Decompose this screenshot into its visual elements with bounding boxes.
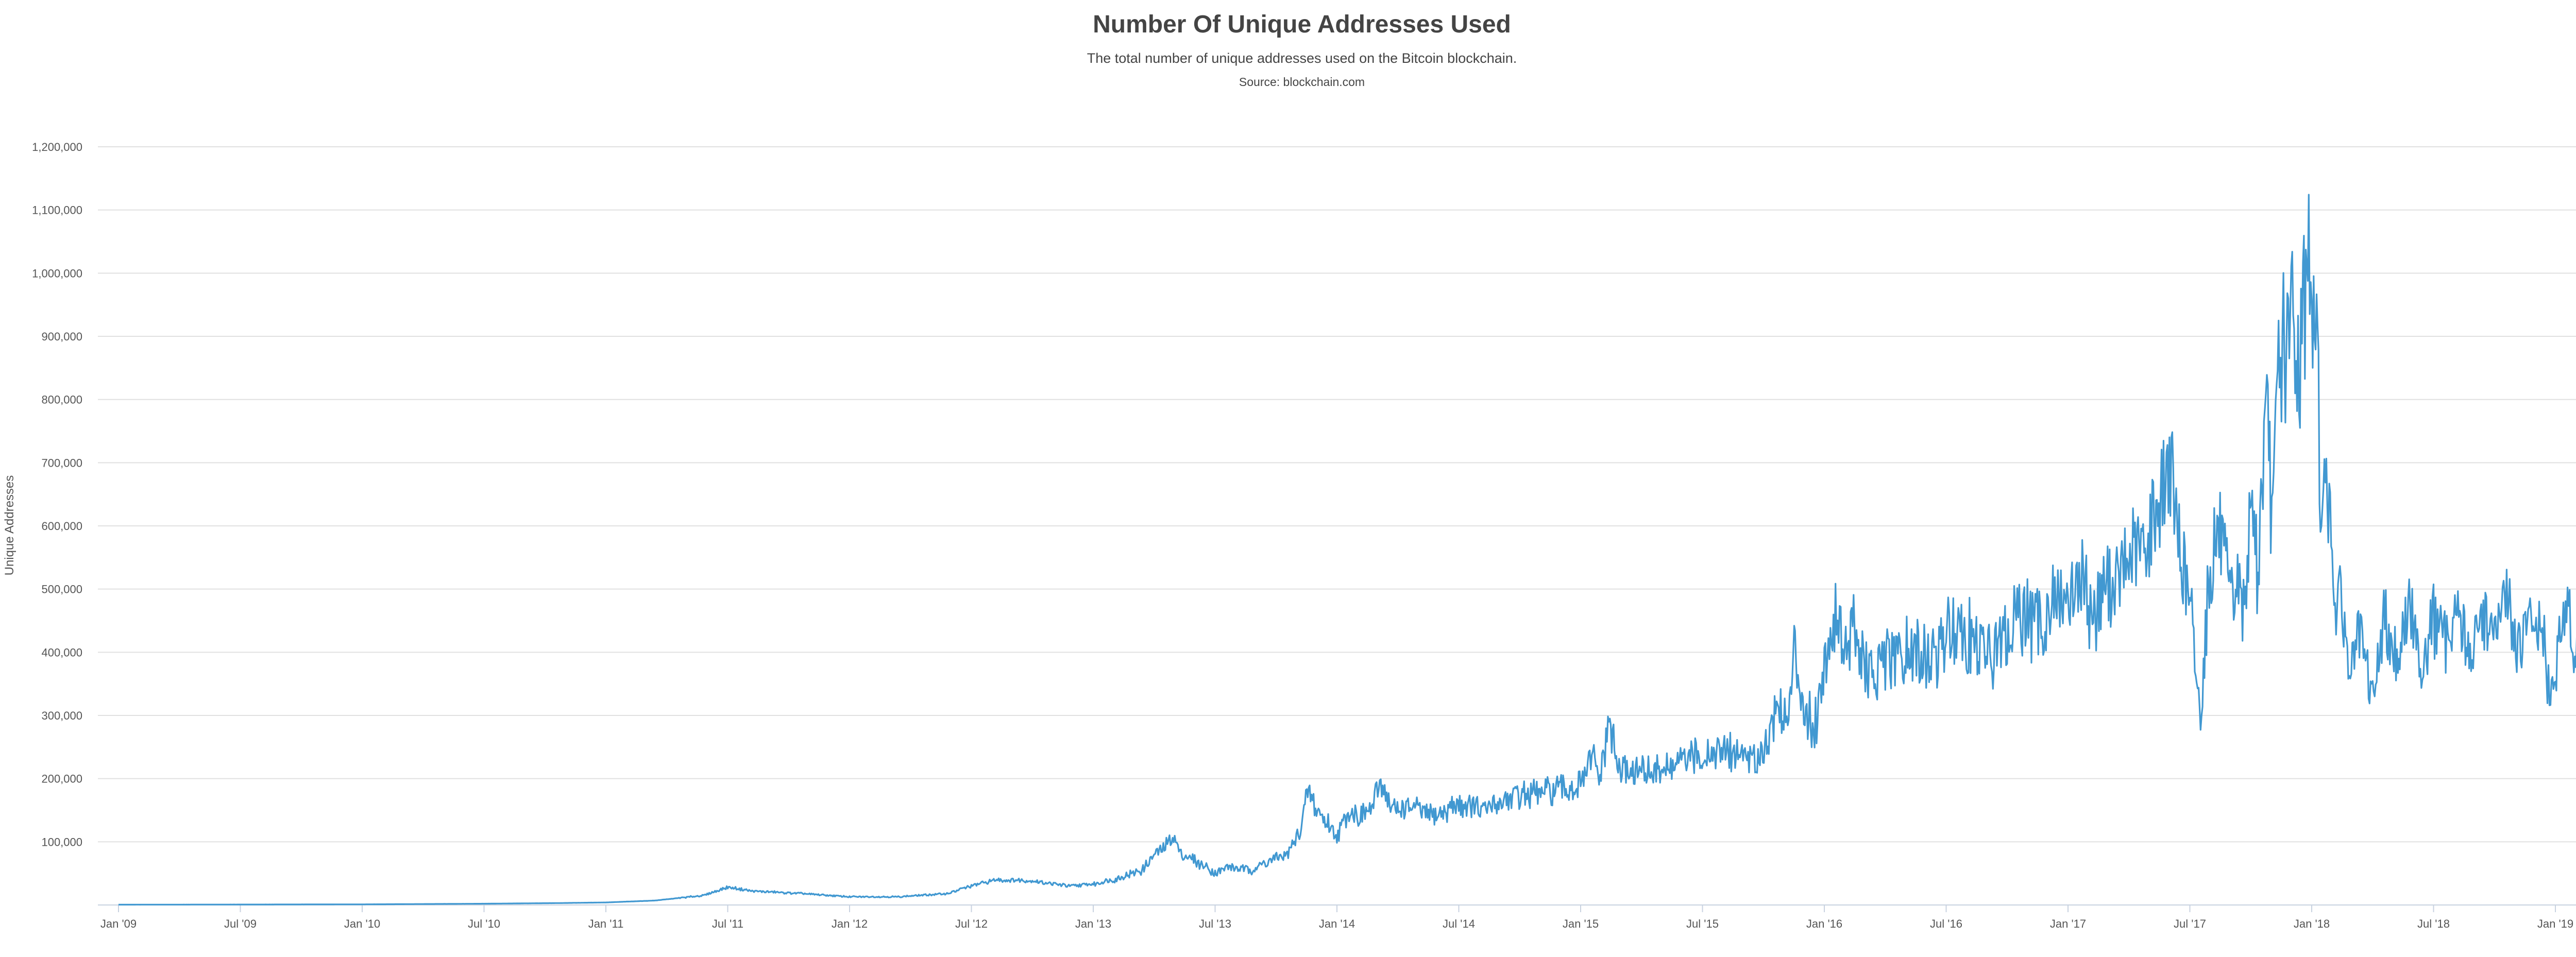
- x-axis: Jan '09 Jul '09 Jan '10 Jul '10 Jan '11 Jul '…: [98, 904, 2576, 930]
- y-tick-label: 900,000: [41, 330, 82, 343]
- x-tick-label: Jan '10: [344, 917, 380, 930]
- chart-subtitle: The total number of unique addresses use…: [1087, 50, 1517, 66]
- x-tick-label: Jul '10: [468, 917, 500, 930]
- x-tick-label: Jul '09: [224, 917, 257, 930]
- x-tick-label: Jul '13: [1199, 917, 1231, 930]
- x-tick-label: Jan '16: [1806, 917, 1842, 930]
- x-tick-label: Jan '12: [832, 917, 868, 930]
- x-tick-label: Jul '11: [712, 917, 743, 930]
- series-layer: [118, 194, 2576, 905]
- y-tick-label: 1,100,000: [32, 204, 82, 217]
- x-tick-label: Jan '14: [1319, 917, 1355, 930]
- x-tick-label: Jul '17: [2174, 917, 2206, 930]
- x-tick-label: Jan '17: [2050, 917, 2086, 930]
- y-axis-label: Unique Addresses: [3, 475, 16, 576]
- y-tick-label: 200,000: [41, 773, 82, 785]
- x-tick-label: Jul '15: [1686, 917, 1719, 930]
- x-tick-label: Jul '18: [2417, 917, 2450, 930]
- series-line-unique-addresses: [118, 194, 2576, 905]
- y-tick-label: 600,000: [41, 520, 82, 533]
- x-tick-label: Jan '19: [2537, 917, 2573, 930]
- chart-title: Number Of Unique Addresses Used: [1093, 11, 1511, 38]
- y-tick-label: 400,000: [41, 646, 82, 659]
- y-tick-label: 1,000,000: [32, 267, 82, 280]
- x-tick-label: Jul '12: [955, 917, 988, 930]
- x-tick-label: Jul '16: [1930, 917, 1962, 930]
- y-tick-label: 500,000: [41, 583, 82, 596]
- x-tick-label: Jan '09: [100, 917, 137, 930]
- gridlines: [98, 146, 2576, 843]
- x-tick-label: Jul '14: [1443, 917, 1475, 930]
- x-tick-label: Jan '11: [588, 917, 624, 930]
- x-tick-label: Jan '13: [1075, 917, 1111, 930]
- y-tick-label: 1,200,000: [32, 141, 82, 153]
- y-tick-label: 100,000: [41, 835, 82, 848]
- chart-source: Source: blockchain.com: [1239, 75, 1365, 89]
- y-tick-label: 800,000: [41, 394, 82, 406]
- x-tick-label: Jan '15: [1563, 917, 1599, 930]
- y-tick-label: 300,000: [41, 709, 82, 722]
- y-axis: Unique Addresses 100,000 200,000 300,000 40…: [3, 141, 82, 848]
- x-tick-label: Jan '18: [2294, 917, 2330, 930]
- y-tick-label: 700,000: [41, 456, 82, 469]
